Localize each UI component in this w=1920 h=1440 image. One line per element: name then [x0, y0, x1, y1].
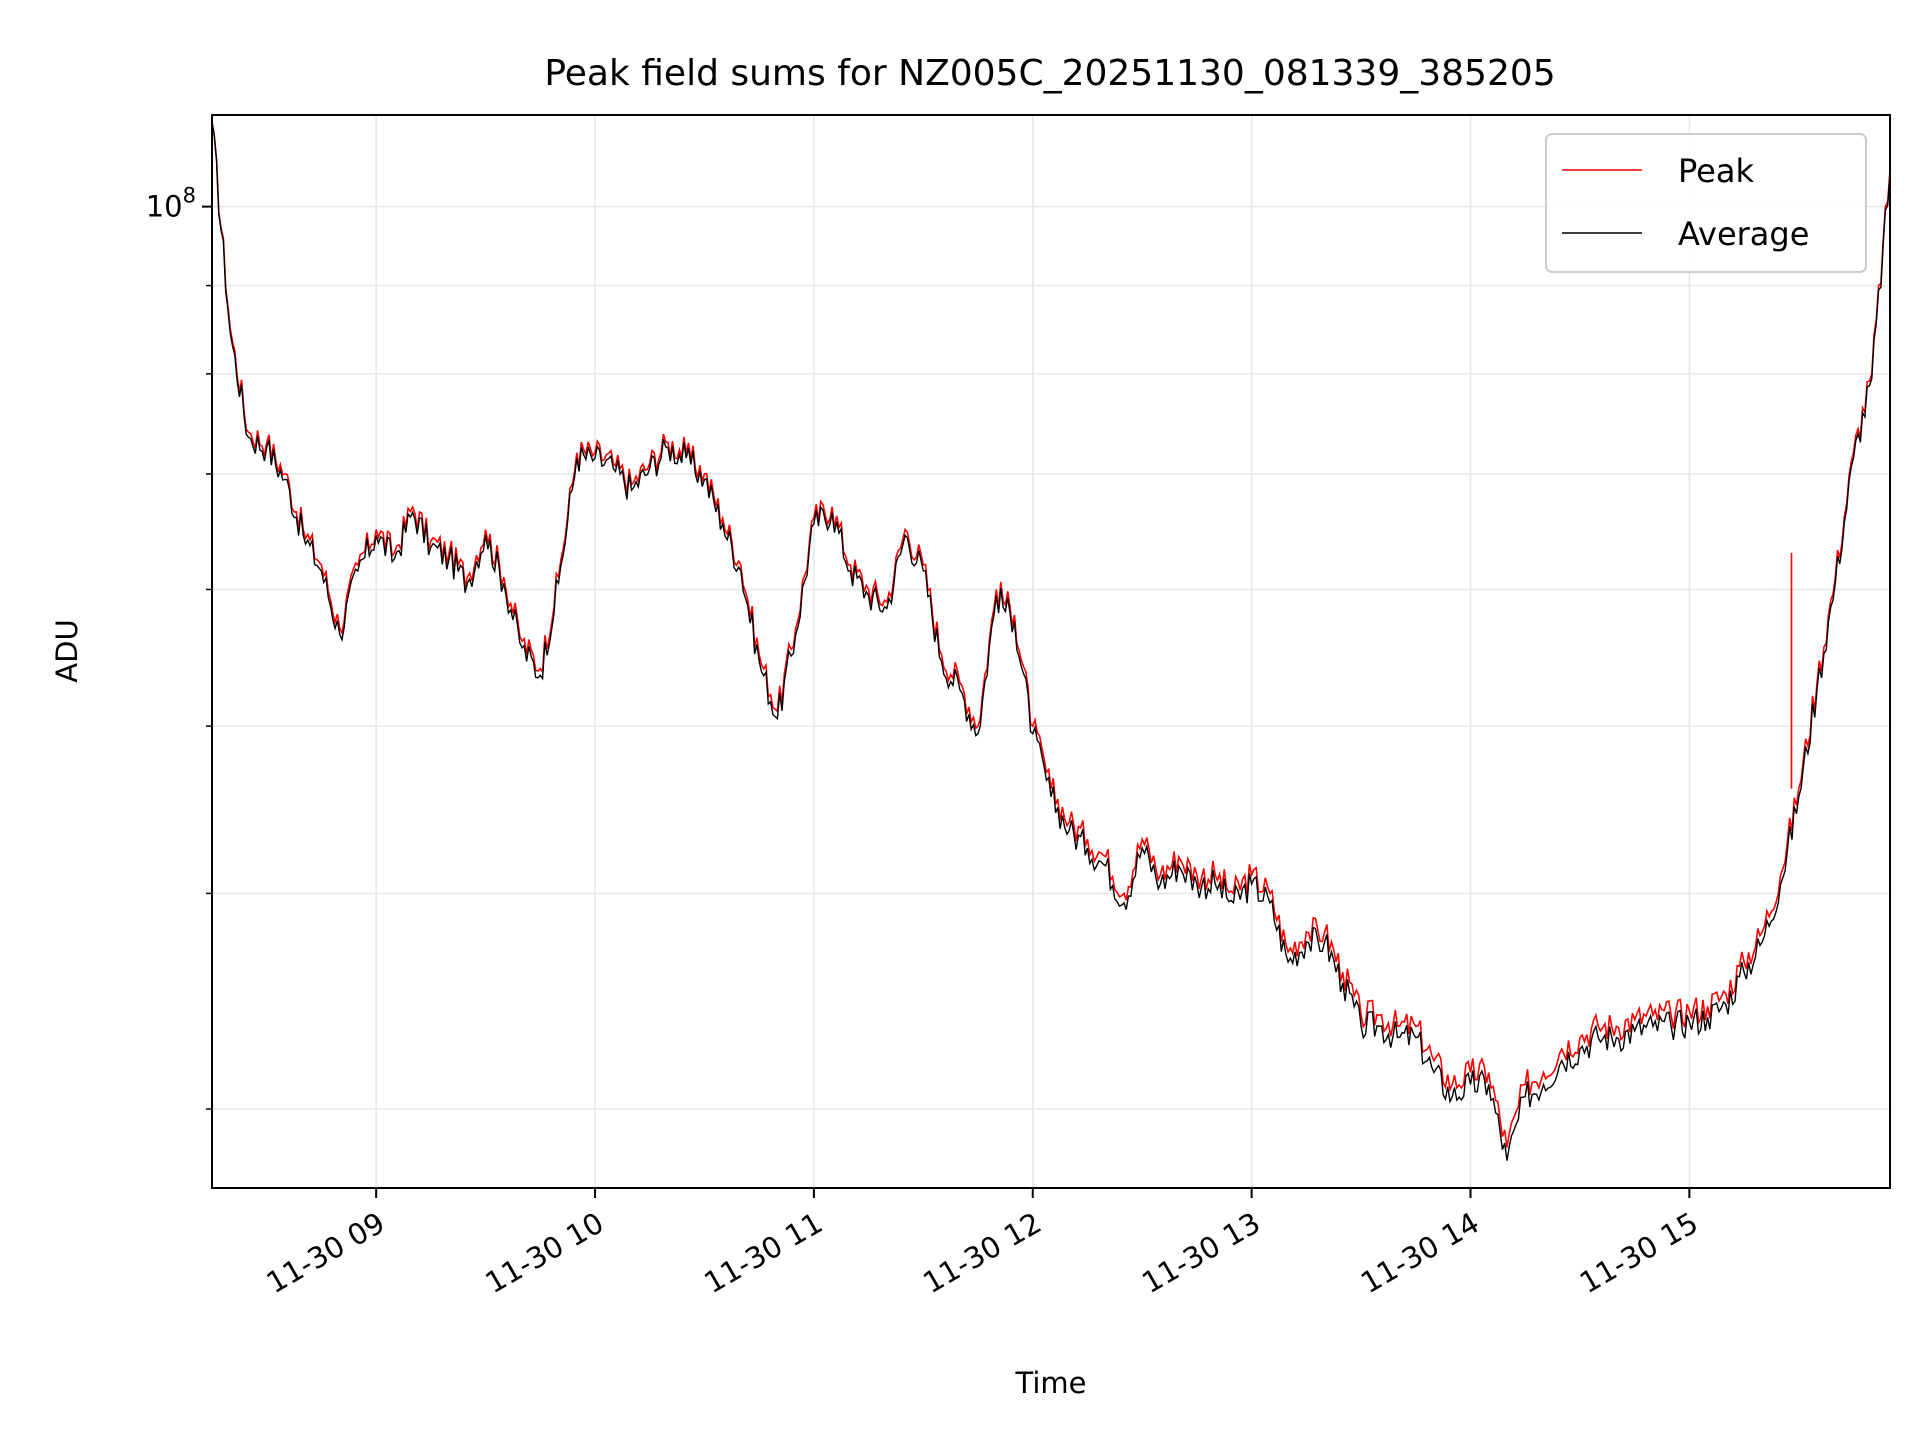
- x-tick-label: 11-30 15: [1574, 1205, 1704, 1300]
- x-tick-label: 11-30 10: [479, 1205, 609, 1300]
- x-axis-label: Time: [1015, 1366, 1087, 1400]
- legend: Peak Average: [1545, 133, 1867, 273]
- legend-label-average: Average: [1678, 215, 1809, 253]
- y-axis-ticks: 108: [146, 184, 212, 1110]
- y-tick-label: 108: [146, 184, 196, 224]
- x-axis-ticks: 11-30 09 11-30 10 11-30 11 11-30 12 11-30 13…: [261, 1188, 1704, 1300]
- grid-layer: [212, 115, 1890, 1188]
- legend-box: [1545, 133, 1867, 273]
- x-tick-label: 11-30 13: [1136, 1205, 1266, 1300]
- series-line-average: [211, 121, 1891, 1161]
- series-line-peak: [211, 121, 1891, 1148]
- x-tick-label: 11-30 11: [698, 1205, 828, 1300]
- plot-frame: [211, 114, 1891, 1189]
- x-tick-label: 11-30 09: [261, 1205, 391, 1300]
- legend-label-peak: Peak: [1678, 152, 1754, 190]
- chart-title: Peak field sums for NZ005C_20251130_0813…: [544, 53, 1555, 94]
- y-axis-label: ADU: [50, 619, 84, 682]
- data-layer: [211, 121, 1891, 1161]
- x-tick-label: 11-30 14: [1355, 1205, 1485, 1300]
- x-tick-label: 11-30 12: [917, 1205, 1047, 1300]
